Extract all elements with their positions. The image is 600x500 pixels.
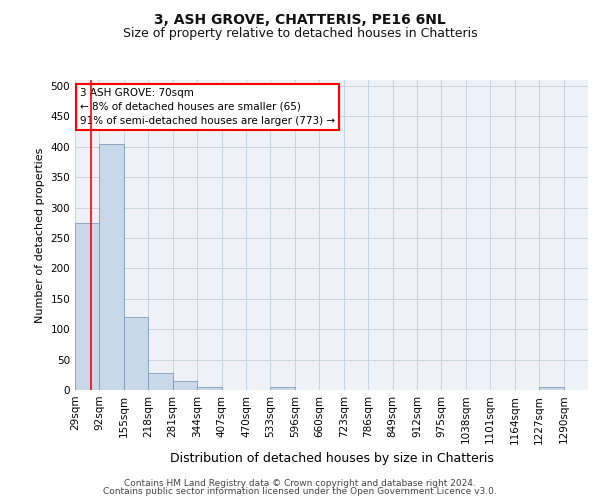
Text: Contains public sector information licensed under the Open Government Licence v3: Contains public sector information licen… [103, 487, 497, 496]
Text: Contains HM Land Registry data © Crown copyright and database right 2024.: Contains HM Land Registry data © Crown c… [124, 478, 476, 488]
Bar [100, 144, 124, 390]
Bar [271, 387, 295, 390]
X-axis label: Distribution of detached houses by size in Chatteris: Distribution of detached houses by size … [170, 452, 493, 465]
Text: Size of property relative to detached houses in Chatteris: Size of property relative to detached ho… [122, 28, 478, 40]
Y-axis label: Number of detached properties: Number of detached properties [35, 148, 45, 322]
Bar [173, 382, 197, 390]
Text: 3, ASH GROVE, CHATTERIS, PE16 6NL: 3, ASH GROVE, CHATTERIS, PE16 6NL [154, 12, 446, 26]
Bar [197, 387, 221, 390]
Bar [148, 373, 173, 390]
Text: 3 ASH GROVE: 70sqm
← 8% of detached houses are smaller (65)
91% of semi-detached: 3 ASH GROVE: 70sqm ← 8% of detached hous… [80, 88, 335, 126]
Bar [75, 223, 100, 390]
Bar [539, 387, 563, 390]
Bar [124, 317, 148, 390]
